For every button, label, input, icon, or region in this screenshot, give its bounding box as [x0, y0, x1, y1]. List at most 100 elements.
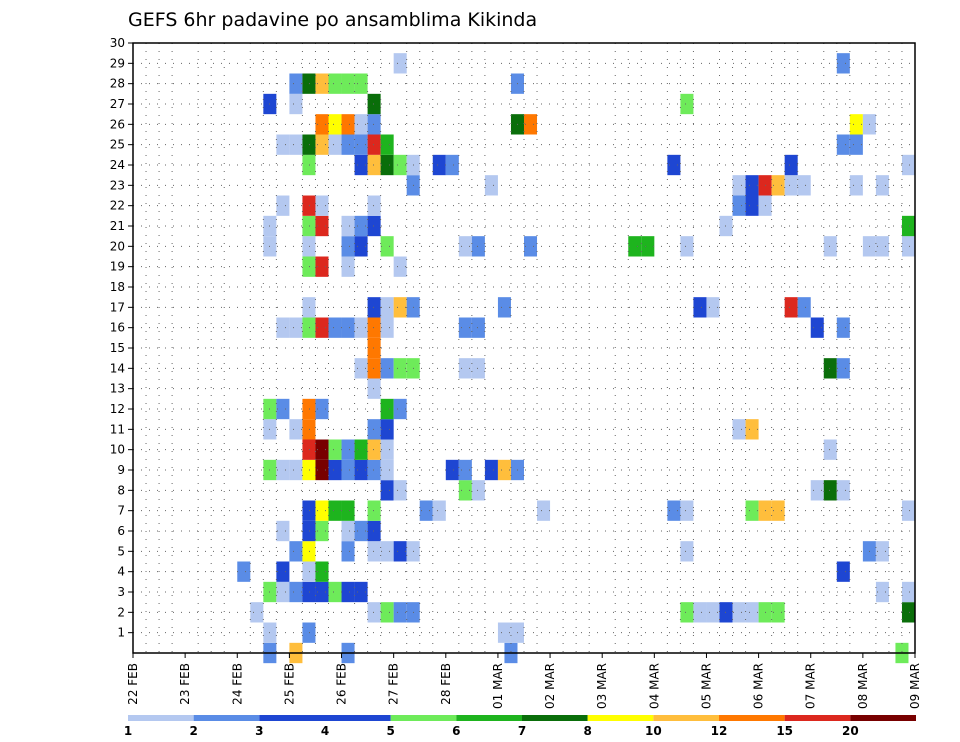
x-tick-label: 22 FEB — [126, 663, 140, 705]
heatmap-cell — [341, 236, 355, 257]
heatmap-cell — [315, 459, 329, 481]
heatmap-cell — [380, 439, 394, 460]
heatmap-cell — [380, 419, 394, 440]
heatmap-cell — [341, 215, 355, 237]
heatmap-cell — [836, 53, 850, 74]
heatmap-cell — [732, 602, 746, 623]
chart-title: GEFS 6hr padavine po ansamblima Kikinda — [128, 9, 537, 31]
heatmap-cell — [810, 317, 824, 338]
heatmap-cell — [380, 398, 394, 420]
heatmap-cell — [354, 134, 368, 155]
heatmap-cell — [471, 358, 485, 379]
colorbar-label: 3 — [255, 724, 263, 738]
heatmap-cell — [784, 154, 798, 176]
heatmap-cell — [380, 236, 394, 257]
heatmap-cell — [706, 602, 720, 623]
y-tick-label: 12 — [110, 402, 125, 416]
x-tick-label: 04 MAR — [647, 663, 661, 709]
heatmap-cell — [302, 195, 316, 216]
heatmap-cell — [302, 581, 316, 603]
heatmap-cell — [432, 500, 446, 521]
heatmap-cell — [289, 93, 303, 115]
heatmap-cell — [771, 175, 785, 196]
heatmap-cell — [302, 215, 316, 237]
heatmap-cell — [367, 439, 381, 460]
heatmap-cell — [341, 500, 355, 521]
colorbar-label: 5 — [386, 724, 394, 738]
colorbar-swatch — [259, 715, 325, 721]
heatmap-cell — [354, 154, 368, 176]
heatmap-cell — [367, 602, 381, 623]
heatmap-cell — [341, 73, 355, 94]
heatmap-cell — [341, 256, 355, 277]
heatmap-cell — [354, 439, 368, 460]
heatmap-cell — [367, 500, 381, 521]
heatmap-cell — [289, 317, 303, 338]
heatmap-cell — [367, 134, 381, 155]
colorbar-label: 6 — [452, 724, 460, 738]
heatmap-cell — [680, 541, 694, 562]
heatmap-cell — [680, 500, 694, 521]
heatmap-cell — [250, 602, 264, 623]
heatmap-cell — [732, 195, 746, 216]
y-tick-label: 24 — [110, 158, 125, 172]
heatmap-cell — [393, 602, 407, 623]
heatmap-cell — [393, 297, 407, 318]
heatmap-cell — [315, 134, 329, 155]
heatmap-cell — [901, 236, 915, 257]
heatmap-cell — [367, 337, 381, 359]
heatmap-cell — [745, 419, 759, 440]
heatmap-cell — [810, 480, 824, 501]
y-tick-label: 6 — [117, 524, 125, 538]
colorbar-label: 1 — [124, 724, 132, 738]
heatmap-cell — [849, 134, 863, 155]
heatmap-cell — [315, 114, 329, 135]
heatmap-cell — [328, 439, 342, 460]
heatmap-cell — [380, 134, 394, 155]
heatmap-cell — [823, 480, 837, 501]
x-tick-label: 28 FEB — [439, 663, 453, 705]
heatmap-cell — [745, 500, 759, 521]
colorbar-label: 2 — [189, 724, 197, 738]
heatmap-cell — [393, 541, 407, 562]
heatmap-cell — [302, 73, 316, 94]
y-tick-label: 23 — [110, 178, 125, 192]
heatmap-cell — [302, 297, 316, 318]
heatmap-cell — [680, 93, 694, 115]
heatmap-cell — [289, 73, 303, 94]
y-tick-label: 1 — [117, 626, 125, 640]
y-tick-label: 5 — [117, 544, 125, 558]
heatmap-cell — [341, 439, 355, 460]
heatmap-cell — [901, 500, 915, 521]
heatmap-cell — [901, 581, 915, 603]
y-tick-label: 29 — [110, 56, 125, 70]
heatmap-cell — [836, 134, 850, 155]
heatmap-cell — [367, 520, 381, 542]
heatmap-cell — [784, 297, 798, 318]
y-tick-label: 19 — [110, 260, 125, 274]
heatmap-cell — [315, 215, 329, 237]
heatmap-cell — [302, 439, 316, 460]
heatmap-cell — [289, 541, 303, 562]
heatmap-cell — [354, 73, 368, 94]
heatmap-cell — [680, 602, 694, 623]
grid-layer — [133, 43, 915, 653]
heatmap-cell — [276, 581, 290, 603]
heatmap-cell — [745, 175, 759, 196]
colorbar-swatch — [325, 715, 391, 721]
x-tick-label: 08 MAR — [856, 663, 870, 709]
colorbar-swatch — [128, 715, 194, 721]
heatmap-cell — [719, 602, 733, 623]
y-tick-label: 21 — [110, 219, 125, 233]
heatmap-cell — [849, 175, 863, 196]
heatmap-cell — [849, 114, 863, 135]
colorbar-swatch — [653, 715, 719, 721]
heatmap-cell — [341, 459, 355, 481]
heatmap-cell — [497, 297, 511, 318]
heatmap-cell — [797, 297, 811, 318]
heatmap-cell — [784, 175, 798, 196]
heatmap-cell — [276, 459, 290, 481]
colorbar-label: 12 — [711, 724, 728, 738]
heatmap-cell — [289, 419, 303, 440]
